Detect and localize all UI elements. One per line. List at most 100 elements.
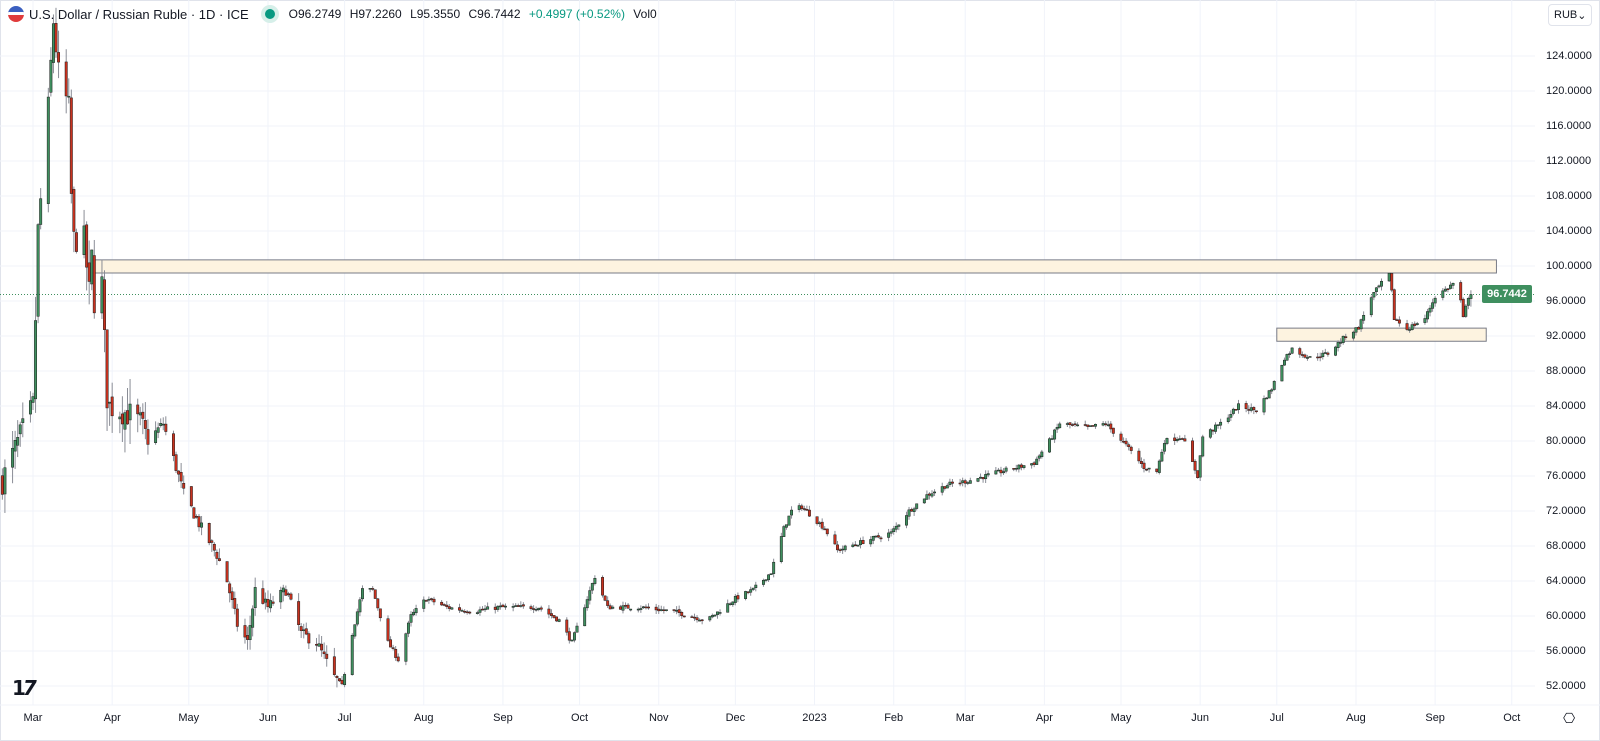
candle[interactable] [767,574,771,582]
candle[interactable] [943,486,947,491]
candle[interactable] [948,478,952,487]
candle[interactable] [928,492,931,500]
candle[interactable] [922,498,926,504]
candle[interactable] [1298,346,1302,358]
candle[interactable] [644,604,648,610]
candle[interactable] [708,615,712,622]
candle[interactable] [575,622,579,633]
candle[interactable] [802,505,806,512]
candle[interactable] [1334,345,1337,357]
candle[interactable] [1323,348,1327,354]
candle[interactable] [49,47,53,97]
candle[interactable] [1305,354,1309,361]
candle[interactable] [912,506,916,516]
candle[interactable] [1137,448,1141,464]
candle[interactable] [662,606,666,614]
candle[interactable] [159,418,163,428]
candle[interactable] [498,602,502,610]
candle[interactable] [143,402,147,440]
candle[interactable] [1397,316,1401,327]
candle[interactable] [718,609,722,616]
candle[interactable] [358,597,362,617]
candle[interactable] [46,87,50,213]
candle[interactable] [1019,463,1023,471]
candle[interactable] [521,602,525,609]
candle[interactable] [225,561,229,583]
candle[interactable] [128,379,132,444]
candle[interactable] [120,396,124,442]
candle[interactable] [1369,295,1373,318]
candle[interactable] [945,483,949,489]
candle[interactable] [18,421,22,447]
candle[interactable] [332,647,336,677]
candle[interactable] [892,525,896,535]
candle[interactable] [172,430,175,462]
candle[interactable] [54,7,58,58]
candle[interactable] [154,421,158,445]
candle[interactable] [641,605,645,609]
candle[interactable] [856,544,860,547]
market-status-icon[interactable] [264,9,275,19]
candle[interactable] [1122,437,1126,444]
candle[interactable] [248,615,252,650]
candle[interactable] [1449,281,1452,290]
candle[interactable] [843,544,847,553]
candle[interactable] [299,623,303,638]
candle[interactable] [861,536,865,545]
candle[interactable] [1037,453,1041,462]
candle[interactable] [394,645,398,661]
candle[interactable] [565,617,569,636]
candle[interactable] [1071,423,1074,427]
candle[interactable] [1300,351,1304,358]
candle[interactable] [940,482,944,496]
candle[interactable] [1441,288,1445,301]
candle[interactable] [200,515,204,536]
candle[interactable] [1262,395,1266,416]
candle[interactable] [118,411,122,434]
candle[interactable] [728,602,732,606]
candle[interactable] [1321,350,1325,360]
candle[interactable] [547,605,551,619]
candle[interactable] [636,607,640,613]
candle[interactable] [1244,400,1248,413]
candle[interactable] [1142,458,1146,473]
candle[interactable] [999,466,1003,477]
candle[interactable] [1083,420,1087,427]
candle[interactable] [994,467,998,475]
candle[interactable] [1316,353,1320,361]
candle[interactable] [1237,399,1240,414]
candle[interactable] [567,627,571,644]
candle[interactable] [1270,388,1274,395]
candle[interactable] [228,581,232,603]
candle[interactable] [905,511,908,529]
candle[interactable] [1173,433,1177,445]
candle[interactable] [1336,340,1340,352]
candle[interactable] [1451,282,1455,290]
candle[interactable] [1155,468,1159,474]
candle[interactable] [164,416,168,436]
candle[interactable] [271,595,275,606]
candle[interactable] [624,602,627,610]
candle[interactable] [1464,304,1468,318]
candle[interactable] [212,542,216,557]
candle[interactable] [731,601,735,607]
candle[interactable] [1088,425,1092,427]
candle[interactable] [1219,418,1223,430]
candle[interactable] [297,593,301,631]
candle[interactable] [1002,468,1005,475]
candle[interactable] [611,605,615,610]
candle[interactable] [1175,436,1179,443]
candle[interactable] [716,611,719,619]
candle[interactable] [36,223,40,324]
candle[interactable] [281,584,285,602]
candle[interactable] [195,514,198,519]
candle[interactable] [57,30,60,79]
candle[interactable] [1050,435,1054,441]
candle[interactable] [1032,461,1036,468]
candle[interactable] [887,528,891,542]
candle[interactable] [207,522,211,546]
candle[interactable] [1017,464,1021,473]
candle[interactable] [710,613,714,619]
candle[interactable] [389,636,393,648]
